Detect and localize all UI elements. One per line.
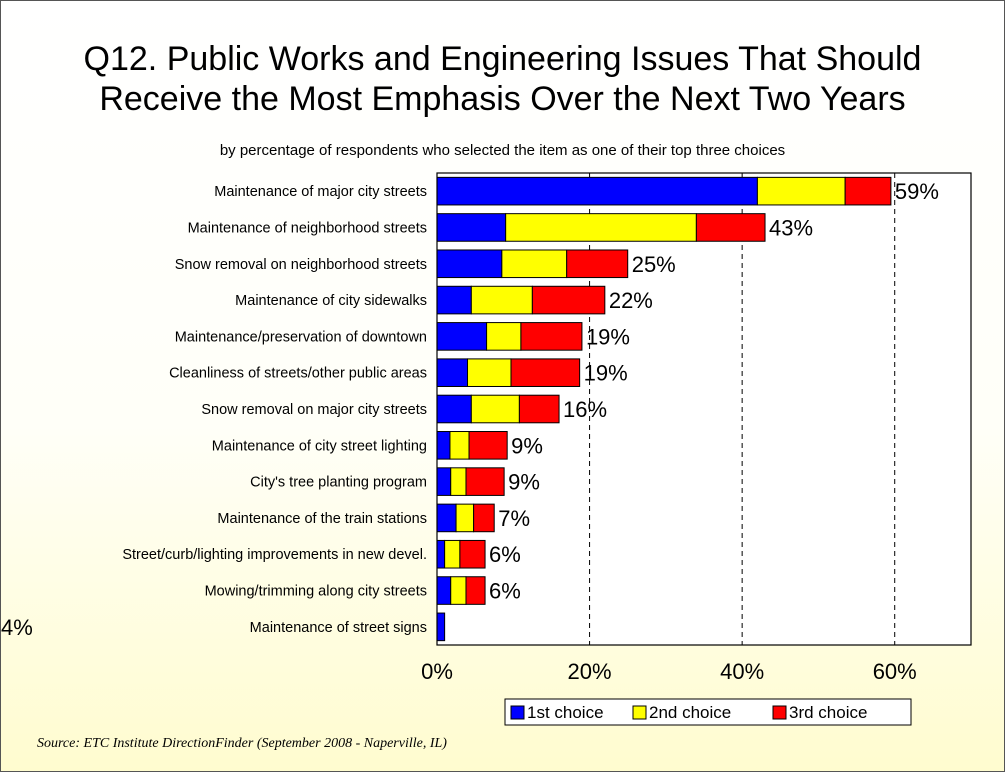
bar-segment-2-2 [566,249,629,279]
bar-segment-0-1 [756,176,846,206]
category-label-11: Mowing/trimming along city streets [205,584,427,600]
bar-segment-1-2 [695,213,766,242]
category-label-10: Street/curb/lighting improvements in new… [122,547,427,563]
total-label-9: 7% [498,506,530,531]
category-label-3: Maintenance of city sidewalks [235,293,427,309]
bar-segment-9-1 [455,503,475,533]
legend-swatch-1 [632,705,647,720]
bar-segment-4-0 [436,322,488,351]
bar-segment-3-2 [531,285,606,315]
bar-segment-0-0 [436,176,758,206]
bar-segment-1-0 [436,213,507,242]
total-label-12: 4% [1,615,33,640]
category-label-2: Snow removal on neighborhood streets [175,257,427,273]
bar-segment-11-0 [436,576,452,605]
chart-subtitle: by percentage of respondents who selecte… [219,142,786,159]
legend-box [504,698,912,726]
bar-segment-11-2 [465,576,486,605]
total-label-1: 43% [769,215,813,240]
bar-segment-5-1 [467,358,512,387]
category-label-9: Maintenance of the train stations [217,511,427,527]
bar-segment-0-2 [844,176,892,206]
total-label-5: 19% [584,361,628,386]
x-tick-label-0: 0% [421,659,453,684]
plot-frame [436,172,972,646]
chart-title-line-2: Receive the Most Emphasis Over the Next … [99,80,906,118]
chart-title-line-1: Q12. Public Works and Engineering Issues… [83,40,922,78]
legend-label-2: 3rd choice [789,703,867,722]
bar-segment-12-0 [436,612,446,642]
chart-title: Q12. Public Works and Engineering Issues… [1,39,1004,119]
bar-segment-6-0 [436,394,472,424]
bar-segment-7-1 [449,431,470,460]
category-label-12: Maintenance of street signs [250,620,427,636]
x-tick-label-1: 20% [568,659,612,684]
x-tick-label-3: 60% [873,659,917,684]
bar-segment-8-2 [465,467,505,496]
bar-segment-8-1 [450,467,467,496]
bar-segment-10-2 [459,539,486,569]
source-note: Source: ETC Institute DirectionFinder (S… [37,736,447,751]
category-label-8: City's tree planting program [250,475,427,491]
bar-segment-10-1 [444,539,461,569]
bar-segment-8-0 [436,467,452,496]
bar-segment-5-0 [436,358,469,387]
bar-segment-7-0 [436,431,451,460]
total-label-8: 9% [508,470,540,495]
bar-segment-4-1 [486,322,522,351]
category-label-0: Maintenance of major city streets [214,184,427,200]
legend-label-0: 1st choice [527,703,604,722]
bar-segment-9-0 [436,503,457,533]
total-label-7: 9% [511,433,543,458]
bar-segment-6-2 [518,394,560,424]
bar-segment-3-1 [470,285,533,315]
bar-segment-7-2 [468,431,508,460]
bar-segment-11-1 [450,576,467,605]
bar-segment-5-2 [510,358,581,387]
total-label-0: 59% [895,179,939,204]
total-label-10: 6% [489,542,521,567]
category-label-4: Maintenance/preservation of downtown [175,329,427,345]
category-label-5: Cleanliness of streets/other public area… [169,366,427,382]
x-tick-label-2: 40% [720,659,764,684]
category-label-1: Maintenance of neighborhood streets [188,220,427,236]
total-label-11: 6% [489,579,521,604]
bar-segment-6-1 [470,394,520,424]
bar-segment-9-2 [473,503,495,533]
total-label-6: 16% [563,397,607,422]
total-label-3: 22% [609,288,653,313]
bar-segment-4-2 [520,322,583,351]
bar-segment-2-1 [501,249,568,279]
stacked-bar-chart: Maintenance of major city streets 59% Main… [1,172,972,726]
legend-swatch-2 [772,705,787,720]
bar-segment-2-0 [436,249,503,279]
category-label-6: Snow removal on major city streets [201,402,427,418]
bar-segment-10-0 [436,539,446,569]
total-label-4: 19% [586,324,630,349]
bar-segment-3-0 [436,285,472,315]
category-label-7: Maintenance of city street lighting [212,438,427,454]
legend-label-1: 2nd choice [649,703,731,722]
legend-swatch-0 [510,705,525,720]
bar-segment-1-1 [505,213,697,242]
total-label-2: 25% [632,252,676,277]
